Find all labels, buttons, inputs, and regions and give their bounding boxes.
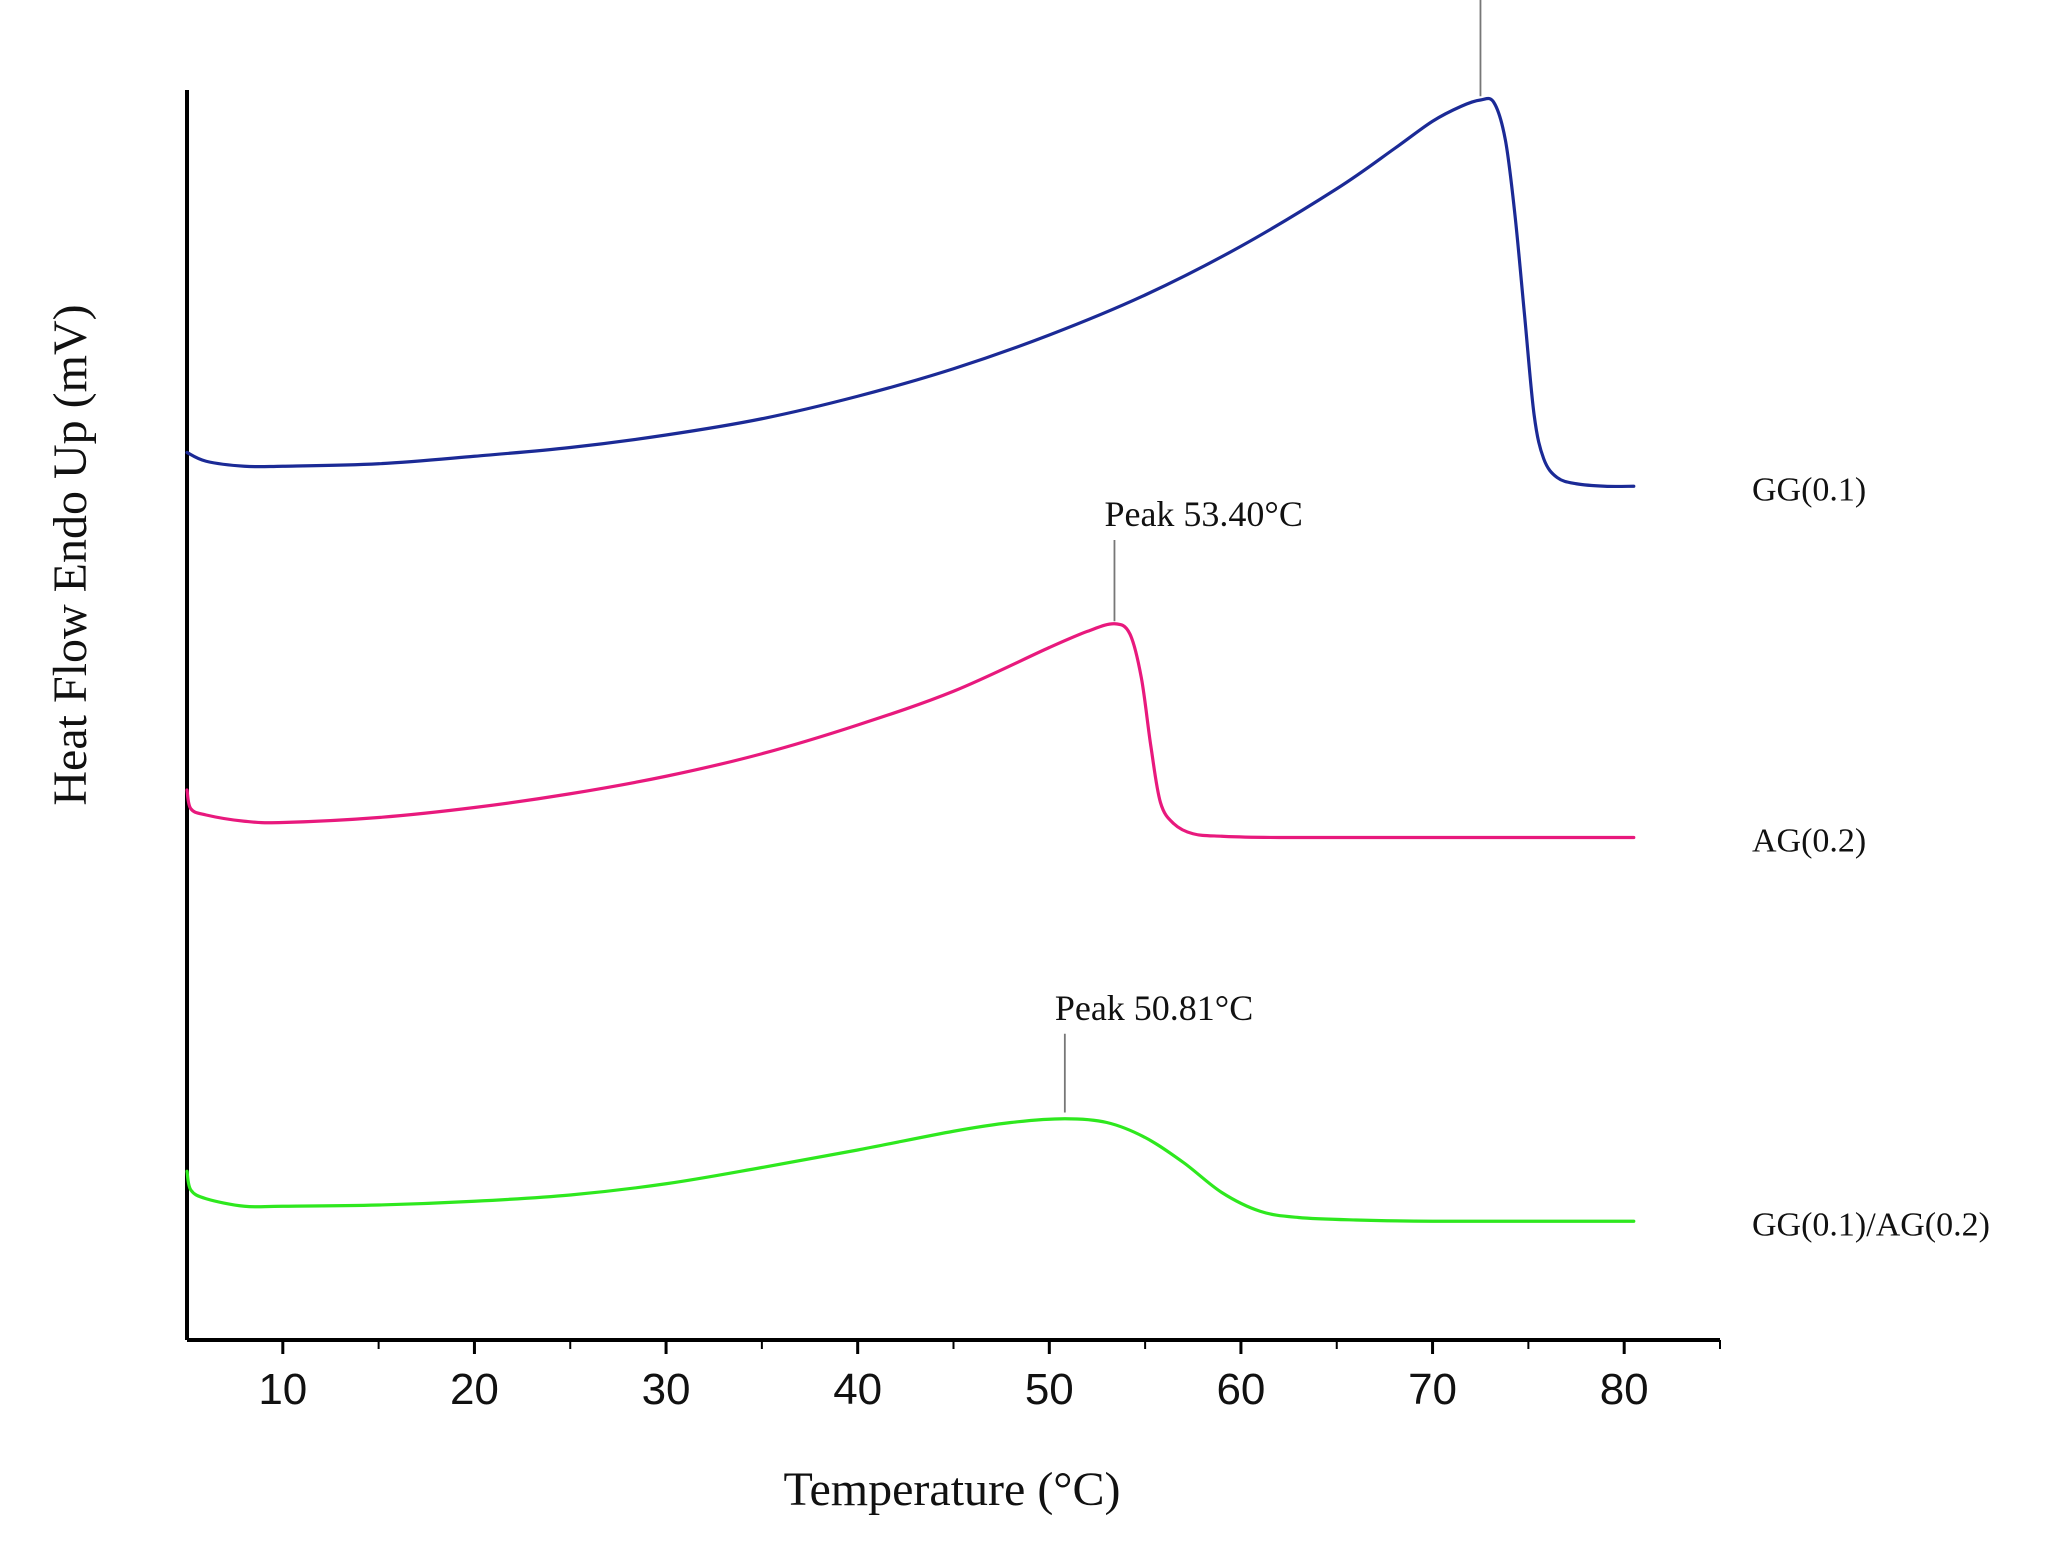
x-tick-label: 40 [833,1365,882,1414]
x-ticks: 10 20 30 40 50 60 70 80 [258,1340,1721,1414]
x-axis-label: Temperature (°C) [783,1463,1120,1516]
x-tick-label: 30 [642,1365,691,1414]
series-line-gg-0-1- [185,96,1636,489]
peak-label: Peak 53.40°C [1104,494,1302,534]
peak-label: Peak 50.81°C [1055,988,1253,1028]
legend-label: GG(0.1)/AG(0.2) [1752,1206,1990,1243]
legend-label: GG(0.1) [1752,471,1866,508]
series-line-ag-0-2- [185,622,1636,840]
legend-label: AG(0.2) [1752,823,1866,860]
x-tick-label: 60 [1216,1365,1265,1414]
x-tick-label: 70 [1408,1365,1457,1414]
x-tick-label: 80 [1600,1365,1649,1414]
x-tick-label: 10 [258,1365,307,1414]
x-tick-label: 20 [450,1365,499,1414]
series-line-gg-0-1-ag-0-2- [185,1117,1636,1223]
y-axis-label: Heat Flow Endo Up (mV) [44,304,97,805]
x-tick-label: 50 [1025,1365,1074,1414]
legend: GG(0.1) AG(0.2) GG(0.1)/AG(0.2) [1752,471,1990,1243]
series-lines [185,96,1636,1223]
chart-axes [185,90,1720,1342]
